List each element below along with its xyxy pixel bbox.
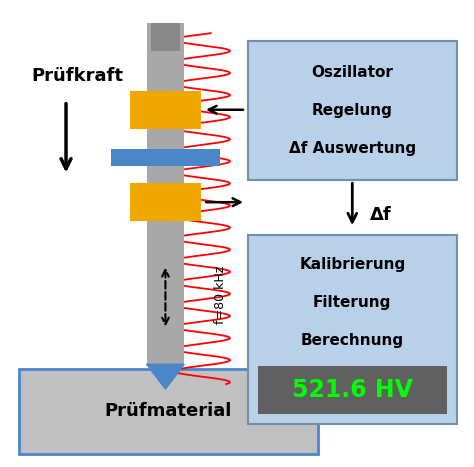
Text: Filterung: Filterung bbox=[313, 295, 392, 310]
Polygon shape bbox=[146, 364, 184, 389]
Text: 521.6 HV: 521.6 HV bbox=[292, 378, 413, 402]
FancyBboxPatch shape bbox=[248, 41, 456, 180]
Text: f=80 kHz: f=80 kHz bbox=[214, 266, 227, 324]
Text: Oszillator: Oszillator bbox=[311, 65, 393, 80]
Bar bbox=[111, 149, 220, 166]
Text: Δf: Δf bbox=[370, 206, 392, 224]
FancyBboxPatch shape bbox=[19, 369, 318, 453]
Text: Regelung: Regelung bbox=[312, 103, 393, 118]
Text: Prüfmaterial: Prüfmaterial bbox=[105, 403, 232, 420]
FancyBboxPatch shape bbox=[258, 366, 447, 414]
Bar bbox=[130, 91, 201, 128]
Bar bbox=[146, 23, 184, 364]
Text: Kalibrierung: Kalibrierung bbox=[299, 257, 405, 272]
Text: Prüfkraft: Prüfkraft bbox=[31, 67, 123, 85]
Text: Berechnung: Berechnung bbox=[301, 333, 404, 348]
FancyBboxPatch shape bbox=[248, 235, 456, 424]
Bar bbox=[130, 184, 201, 221]
Bar bbox=[151, 23, 180, 51]
Text: Δf Auswertung: Δf Auswertung bbox=[289, 141, 416, 156]
